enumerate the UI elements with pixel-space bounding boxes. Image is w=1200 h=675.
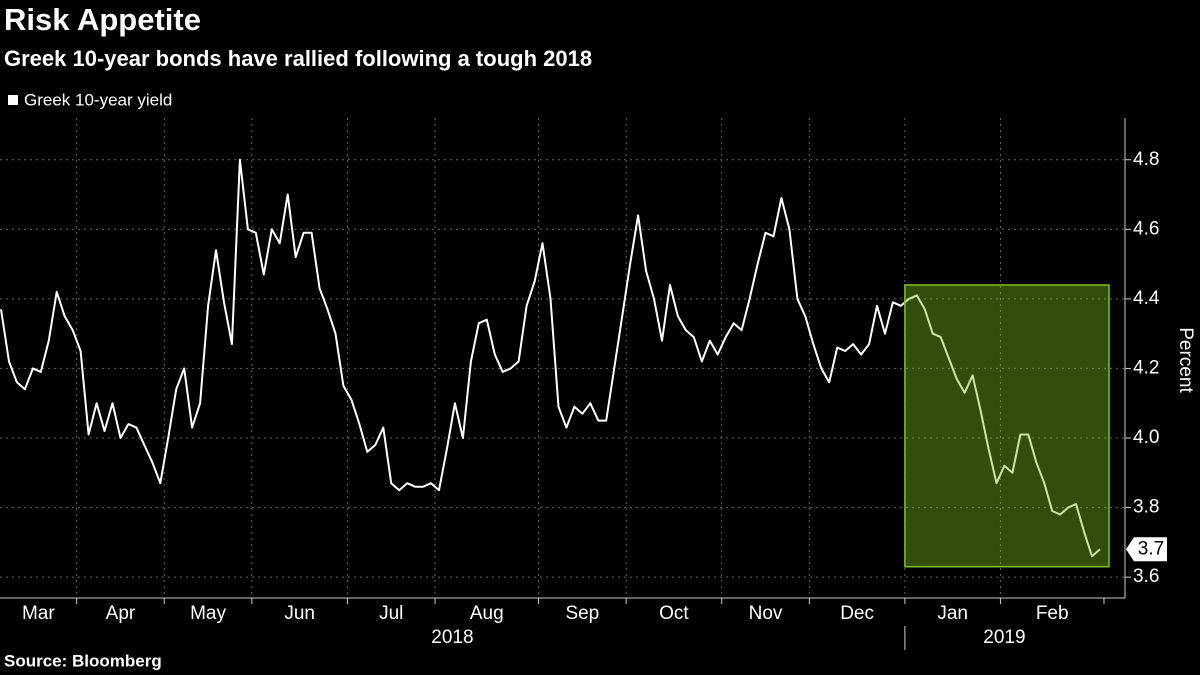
y-tick-label: 4.2 bbox=[1133, 357, 1159, 378]
year-label: 2019 bbox=[983, 627, 1025, 648]
y-axis-label: Percent bbox=[1175, 327, 1196, 393]
x-tick-label: Feb bbox=[1036, 603, 1069, 624]
series-line bbox=[0, 158, 1101, 558]
x-tick-label: Oct bbox=[659, 603, 689, 624]
chart-subtitle: Greek 10-year bonds have rallied followi… bbox=[4, 46, 592, 71]
x-tick-label: Jun bbox=[284, 603, 315, 624]
x-tick-label: Apr bbox=[106, 603, 136, 624]
x-tick-label: Mar bbox=[22, 603, 55, 624]
x-tick-label: Aug bbox=[470, 603, 504, 624]
x-tick-label: Nov bbox=[749, 603, 783, 624]
x-tick-label: Jul bbox=[379, 603, 403, 624]
y-tick-label: 4.6 bbox=[1133, 218, 1159, 239]
y-tick-label: 4.8 bbox=[1133, 149, 1159, 170]
source: Source: Bloomberg bbox=[4, 651, 162, 670]
end-label-box bbox=[1126, 537, 1167, 562]
y-tick-label: 3.6 bbox=[1133, 566, 1159, 587]
y-tick-label: 3.8 bbox=[1133, 497, 1159, 518]
y-tick-label: 4.4 bbox=[1133, 288, 1160, 309]
x-tick-label: Sep bbox=[565, 603, 599, 624]
x-tick-label: Dec bbox=[840, 603, 874, 624]
y-tick-label: 4.0 bbox=[1133, 427, 1159, 448]
x-tick-label: Jan bbox=[937, 603, 968, 624]
chart-title: Risk Appetite bbox=[4, 2, 201, 37]
highlight-box bbox=[904, 284, 1110, 568]
x-tick-label: May bbox=[190, 603, 226, 624]
year-label: 2018 bbox=[431, 627, 473, 648]
end-label: 3.7 bbox=[1138, 538, 1164, 559]
legend-label: Greek 10-year yield bbox=[24, 90, 172, 109]
legend-swatch bbox=[8, 95, 18, 105]
